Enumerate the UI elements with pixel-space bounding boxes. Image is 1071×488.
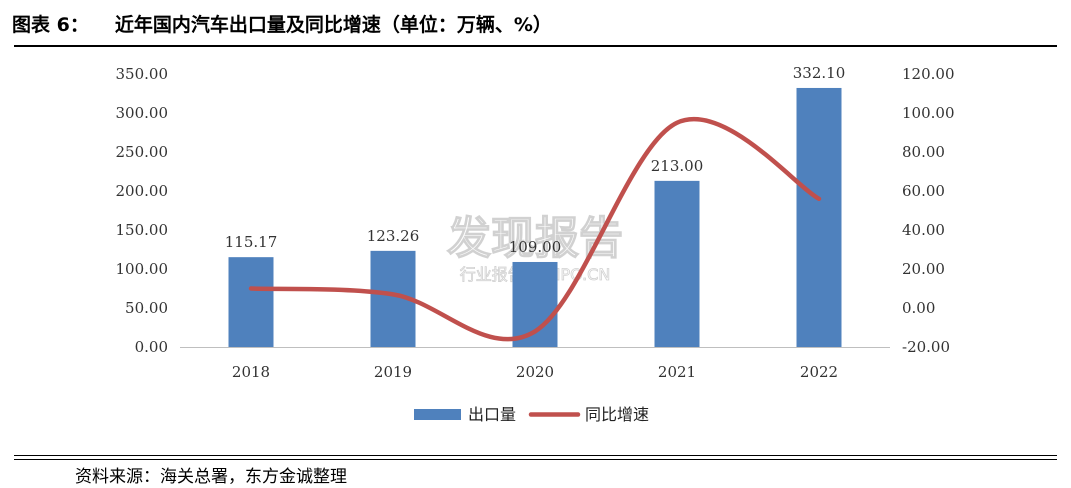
- figure-number: 图表 6：: [12, 14, 89, 36]
- top-rule: [14, 45, 1057, 47]
- y-right-tick: -20.00: [902, 338, 950, 356]
- x-tick-2022: 2022: [800, 363, 838, 381]
- bar-label-2021: 213.00: [651, 157, 704, 175]
- source-note: 资料来源：海关总署，东方金诚整理: [75, 467, 347, 487]
- y-right-tick-labels: -20.00 0.00 20.00 40.00 60.00 80.00 100.00 120.…: [902, 65, 955, 356]
- legend: 出口量 同比增速: [414, 405, 649, 424]
- legend-bar-label: 出口量: [468, 405, 516, 424]
- legend-bar-swatch: [414, 409, 461, 420]
- bar-label-2020: 109.00: [509, 238, 562, 256]
- bottom-rule-thin: [14, 459, 1057, 460]
- growth-rate-line: [248, 117, 822, 342]
- y-left-tick: 100.00: [116, 260, 169, 278]
- y-right-tick: 60.00: [902, 182, 945, 200]
- y-left-tick: 50.00: [125, 299, 168, 317]
- x-tick-labels: 2018 2019 2020 2021 2022: [232, 363, 838, 381]
- bar-data-labels: 115.17 123.26 109.00 213.00 332.10: [225, 64, 846, 256]
- y-left-tick: 250.00: [116, 143, 169, 161]
- bar-series: [228, 87, 842, 347]
- y-right-tick: 0.00: [902, 299, 935, 317]
- bar-2021: [654, 180, 700, 347]
- bar-label-2018: 115.17: [225, 233, 278, 251]
- y-left-tick-labels: 0.00 50.00 100.00 150.00 200.00 250.00 300.00 3…: [116, 65, 169, 356]
- bar-2020: [512, 261, 558, 347]
- bar-label-2022: 332.10: [793, 64, 846, 82]
- x-tick-2018: 2018: [232, 363, 270, 381]
- y-right-tick: 20.00: [902, 260, 945, 278]
- y-right-tick: 100.00: [902, 104, 955, 122]
- figure-title: 图表 6： 近年国内汽车出口量及同比增速（单位：万辆、%）: [12, 10, 552, 37]
- x-tick-2019: 2019: [374, 363, 412, 381]
- figure-title-text: 近年国内汽车出口量及同比增速（单位：万辆、%）: [114, 14, 552, 36]
- y-right-tick: 80.00: [902, 143, 945, 161]
- bar-2022: [796, 87, 842, 347]
- bottom-rule: [14, 455, 1057, 456]
- y-right-tick: 120.00: [902, 65, 955, 83]
- y-left-tick: 0.00: [135, 338, 168, 356]
- watermark-main: 发现报告: [447, 213, 623, 264]
- y-left-tick: 300.00: [116, 104, 169, 122]
- watermark: 发现报告 行业报告 IPOIPO.CN: [446, 212, 623, 284]
- x-tick-2021: 2021: [658, 363, 696, 381]
- y-left-tick: 350.00: [116, 65, 169, 83]
- bar-label-2019: 123.26: [367, 227, 420, 245]
- y-left-tick: 150.00: [116, 221, 169, 239]
- x-tick-2020: 2020: [516, 363, 554, 381]
- y-right-tick: 40.00: [902, 221, 945, 239]
- y-left-tick: 200.00: [116, 182, 169, 200]
- bar-2018: [228, 257, 274, 347]
- legend-line-label: 同比增速: [585, 405, 649, 424]
